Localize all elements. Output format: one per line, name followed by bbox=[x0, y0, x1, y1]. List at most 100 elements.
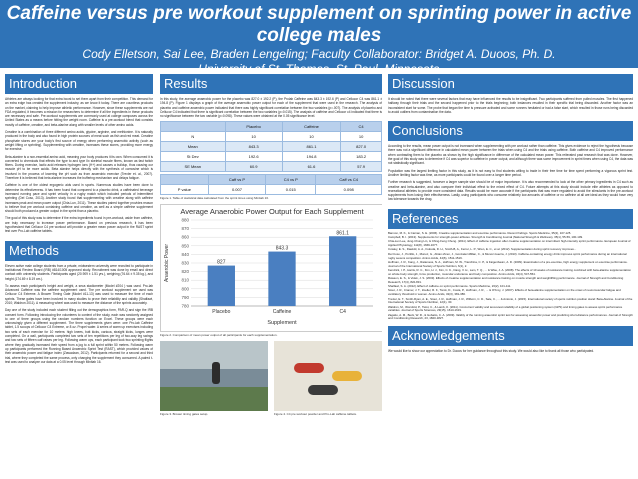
reference-item: Bannon, M. K., & Carnan, S. E. (2006). C… bbox=[388, 230, 572, 235]
figure-photos: Figure 3. Brower timing gates setup. Fig… bbox=[160, 341, 382, 419]
y-tick-label: 780 bbox=[181, 304, 189, 309]
data-label: 861.1 bbox=[336, 231, 349, 237]
methods-paragraph: To assess each participant's height and … bbox=[5, 283, 153, 305]
reference-item: Trexler, E. T., Smith-Ryan, A. E., Stout… bbox=[388, 296, 633, 305]
conclusions-paragraph: Population was the largest limiting fact… bbox=[388, 168, 633, 177]
y-tick-label: 860 bbox=[181, 235, 189, 240]
reference-item: Cowley, E. S., Dawidd, A. A., Fukuda, D.… bbox=[388, 247, 577, 252]
y-tick-label: 790 bbox=[181, 295, 189, 300]
table-cell: 10 bbox=[224, 131, 283, 143]
table-header-cell: Caff vs C4 bbox=[315, 174, 382, 186]
table-cell: St Dev bbox=[160, 151, 226, 163]
table-cell: 183.2 bbox=[340, 151, 382, 163]
left-column: Introduction Athletes are always looking… bbox=[5, 74, 153, 475]
table-cell: 194.8 bbox=[281, 151, 342, 163]
photo-caption: Figure 3. Brower timing gates setup. bbox=[160, 412, 209, 417]
bar bbox=[207, 266, 235, 307]
right-column: Discussion It should be noted that there… bbox=[388, 74, 633, 475]
reference-list: Bannon, M. K., & Carnan, S. E. (2006). C… bbox=[388, 230, 633, 322]
reference-item: Rawson, E. S., & Volek, J. S. (2003). Ef… bbox=[388, 276, 624, 284]
table-cell: 827.0 bbox=[340, 141, 382, 153]
chart-title: Average Anaerobic Power Output for Each … bbox=[180, 207, 364, 217]
photo-figure-4: Figure 4. C4 pre workout powder and Pro-… bbox=[274, 341, 382, 419]
table-row: St Dev 192.6 194.8 183.2 bbox=[160, 151, 382, 163]
y-tick-label: 810 bbox=[181, 278, 189, 283]
table-header-cell: C4 vs P bbox=[265, 174, 317, 186]
timing-gates-photo bbox=[160, 341, 268, 412]
y-tick-label: 870 bbox=[181, 227, 189, 232]
methods-paragraph: Eleven active male college students from… bbox=[5, 263, 153, 281]
y-axis-label: Anaerobic Power bbox=[164, 244, 170, 282]
table-row: N 10 10 10 bbox=[160, 131, 382, 143]
bar bbox=[329, 236, 357, 307]
table-header-cell: C4 bbox=[340, 121, 382, 133]
photo-caption: Figure 4. C4 pre workout powder and Pro-… bbox=[274, 412, 357, 417]
reference-item: Kendrick, I. P., Harris, R. C., Kim, H. … bbox=[388, 267, 631, 276]
intro-paragraph: Beta-alanine is a non-essential amino ac… bbox=[5, 154, 153, 181]
chart-caption: Figure 2. Comparison of mean power outpu… bbox=[160, 333, 278, 338]
methods-paragraph: Day one of the study included each stude… bbox=[5, 308, 153, 364]
reference-item: Stout, J. R., Cramer, J. T., Zoeller, R.… bbox=[388, 288, 621, 297]
references-heading: References bbox=[388, 208, 633, 229]
table-cell: 61.6 bbox=[281, 161, 342, 173]
x-tick-label: Placebo bbox=[212, 309, 230, 315]
table-caption: Figure 1. Table of statistical data calc… bbox=[160, 196, 269, 201]
discussion-paragraph: It should be noted that there were sever… bbox=[388, 97, 633, 114]
reference-item: Waldron, M., Worsfold, P., Twist, C., & … bbox=[388, 304, 623, 313]
y-tick-label: 800 bbox=[181, 287, 189, 292]
table-row: P value 0.007 0.015 0.098 bbox=[160, 184, 382, 196]
methods-heading: Methods bbox=[5, 240, 153, 261]
conclusions-heading: Conclusions bbox=[388, 121, 633, 142]
table-cell: 192.6 bbox=[224, 151, 283, 163]
table-cell: 57.9 bbox=[340, 161, 382, 173]
results-heading: Results bbox=[160, 74, 382, 94]
acknowledgements-heading: Acknowledgements bbox=[388, 325, 633, 346]
reference-item: Chia-Lun Lee, Jung-Chung Lin, & Ching-Fe… bbox=[388, 239, 631, 248]
table-header-cell bbox=[160, 121, 226, 133]
reference-item: Campbell, B. I. (2013). Supplements for … bbox=[388, 235, 583, 240]
bar-chart: 780 790 800 810 820 830 840 850 860 870 880 827 Plac… bbox=[164, 218, 373, 326]
reference-item: Shalfawi, S. A. (2012). Effect of caffei… bbox=[388, 284, 512, 289]
poster-affiliation: University of St. Thomas, St. Paul, Minn… bbox=[198, 62, 440, 76]
acknowledgements-paragraph: We would like to show our appreciation t… bbox=[388, 348, 595, 353]
table-cell: 0.007 bbox=[207, 184, 267, 196]
p-value-table: Caff vs P C4 vs P Caff vs C4 P value 0.0… bbox=[160, 174, 382, 196]
table-header-cell: Placebo bbox=[224, 121, 283, 133]
table-cell: Mean bbox=[160, 141, 226, 153]
poster-authors: Cody Elletson, Sai Lee, Braden Lengeling… bbox=[82, 47, 556, 61]
table-cell: N bbox=[160, 131, 226, 143]
discussion-heading: Discussion bbox=[388, 74, 633, 94]
table-row: SE Mean 60.9 61.6 57.9 bbox=[160, 161, 382, 173]
introduction-heading: Introduction bbox=[5, 74, 153, 94]
x-tick-label: Caffeine bbox=[273, 309, 292, 315]
table-cell: 60.9 bbox=[224, 161, 283, 173]
bar-chart-panel: Average Anaerobic Power Output for Each … bbox=[160, 204, 382, 333]
reference-item: Hoffman, J. R., Kang, J., Ratamess, N. A… bbox=[388, 259, 628, 268]
reference-item: Del Coso, J., Portillo, J., Munoz, G., A… bbox=[388, 251, 627, 260]
intro-paragraph: Athletes are always looking for that ext… bbox=[5, 97, 153, 127]
table-cell: 10 bbox=[281, 131, 342, 143]
poster-banner: Caffeine versus pre workout supplement o… bbox=[0, 0, 638, 76]
table-cell: 10 bbox=[340, 131, 382, 143]
table-cell: 861.1 bbox=[281, 141, 342, 153]
conclusions-paragraph: According to the results, mean power out… bbox=[388, 144, 633, 166]
x-tick-label: C4 bbox=[339, 309, 346, 315]
intro-paragraph: The goal of this study was to determine … bbox=[5, 216, 153, 234]
reference-item: Zagatto, A. M., Beck, W. R., & Gobatto, … bbox=[388, 312, 633, 321]
results-paragraph: In this study, the average anaerobic pow… bbox=[160, 97, 382, 119]
intro-paragraph: Creatine is a combination of three diffe… bbox=[5, 130, 153, 152]
data-label: 827 bbox=[217, 260, 226, 266]
photo-figure-3: Figure 3. Brower timing gates setup. bbox=[160, 341, 268, 419]
y-tick-label: 830 bbox=[181, 261, 189, 266]
x-axis-label: Supplement bbox=[267, 320, 297, 326]
bar bbox=[268, 252, 296, 307]
y-tick-label: 820 bbox=[181, 270, 189, 275]
middle-column: Results In this study, the average anaer… bbox=[160, 74, 382, 475]
y-tick-label: 840 bbox=[181, 252, 189, 257]
table-row: Mean 843.3 861.1 827.0 bbox=[160, 141, 382, 153]
table-header-cell bbox=[160, 174, 209, 186]
y-tick-label: 880 bbox=[181, 218, 189, 223]
statistics-table: Placebo Caffeine C4 N 10 10 10 Mean 843.… bbox=[160, 121, 382, 173]
table-cell: 0.015 bbox=[265, 184, 317, 196]
supplements-photo bbox=[274, 341, 382, 412]
